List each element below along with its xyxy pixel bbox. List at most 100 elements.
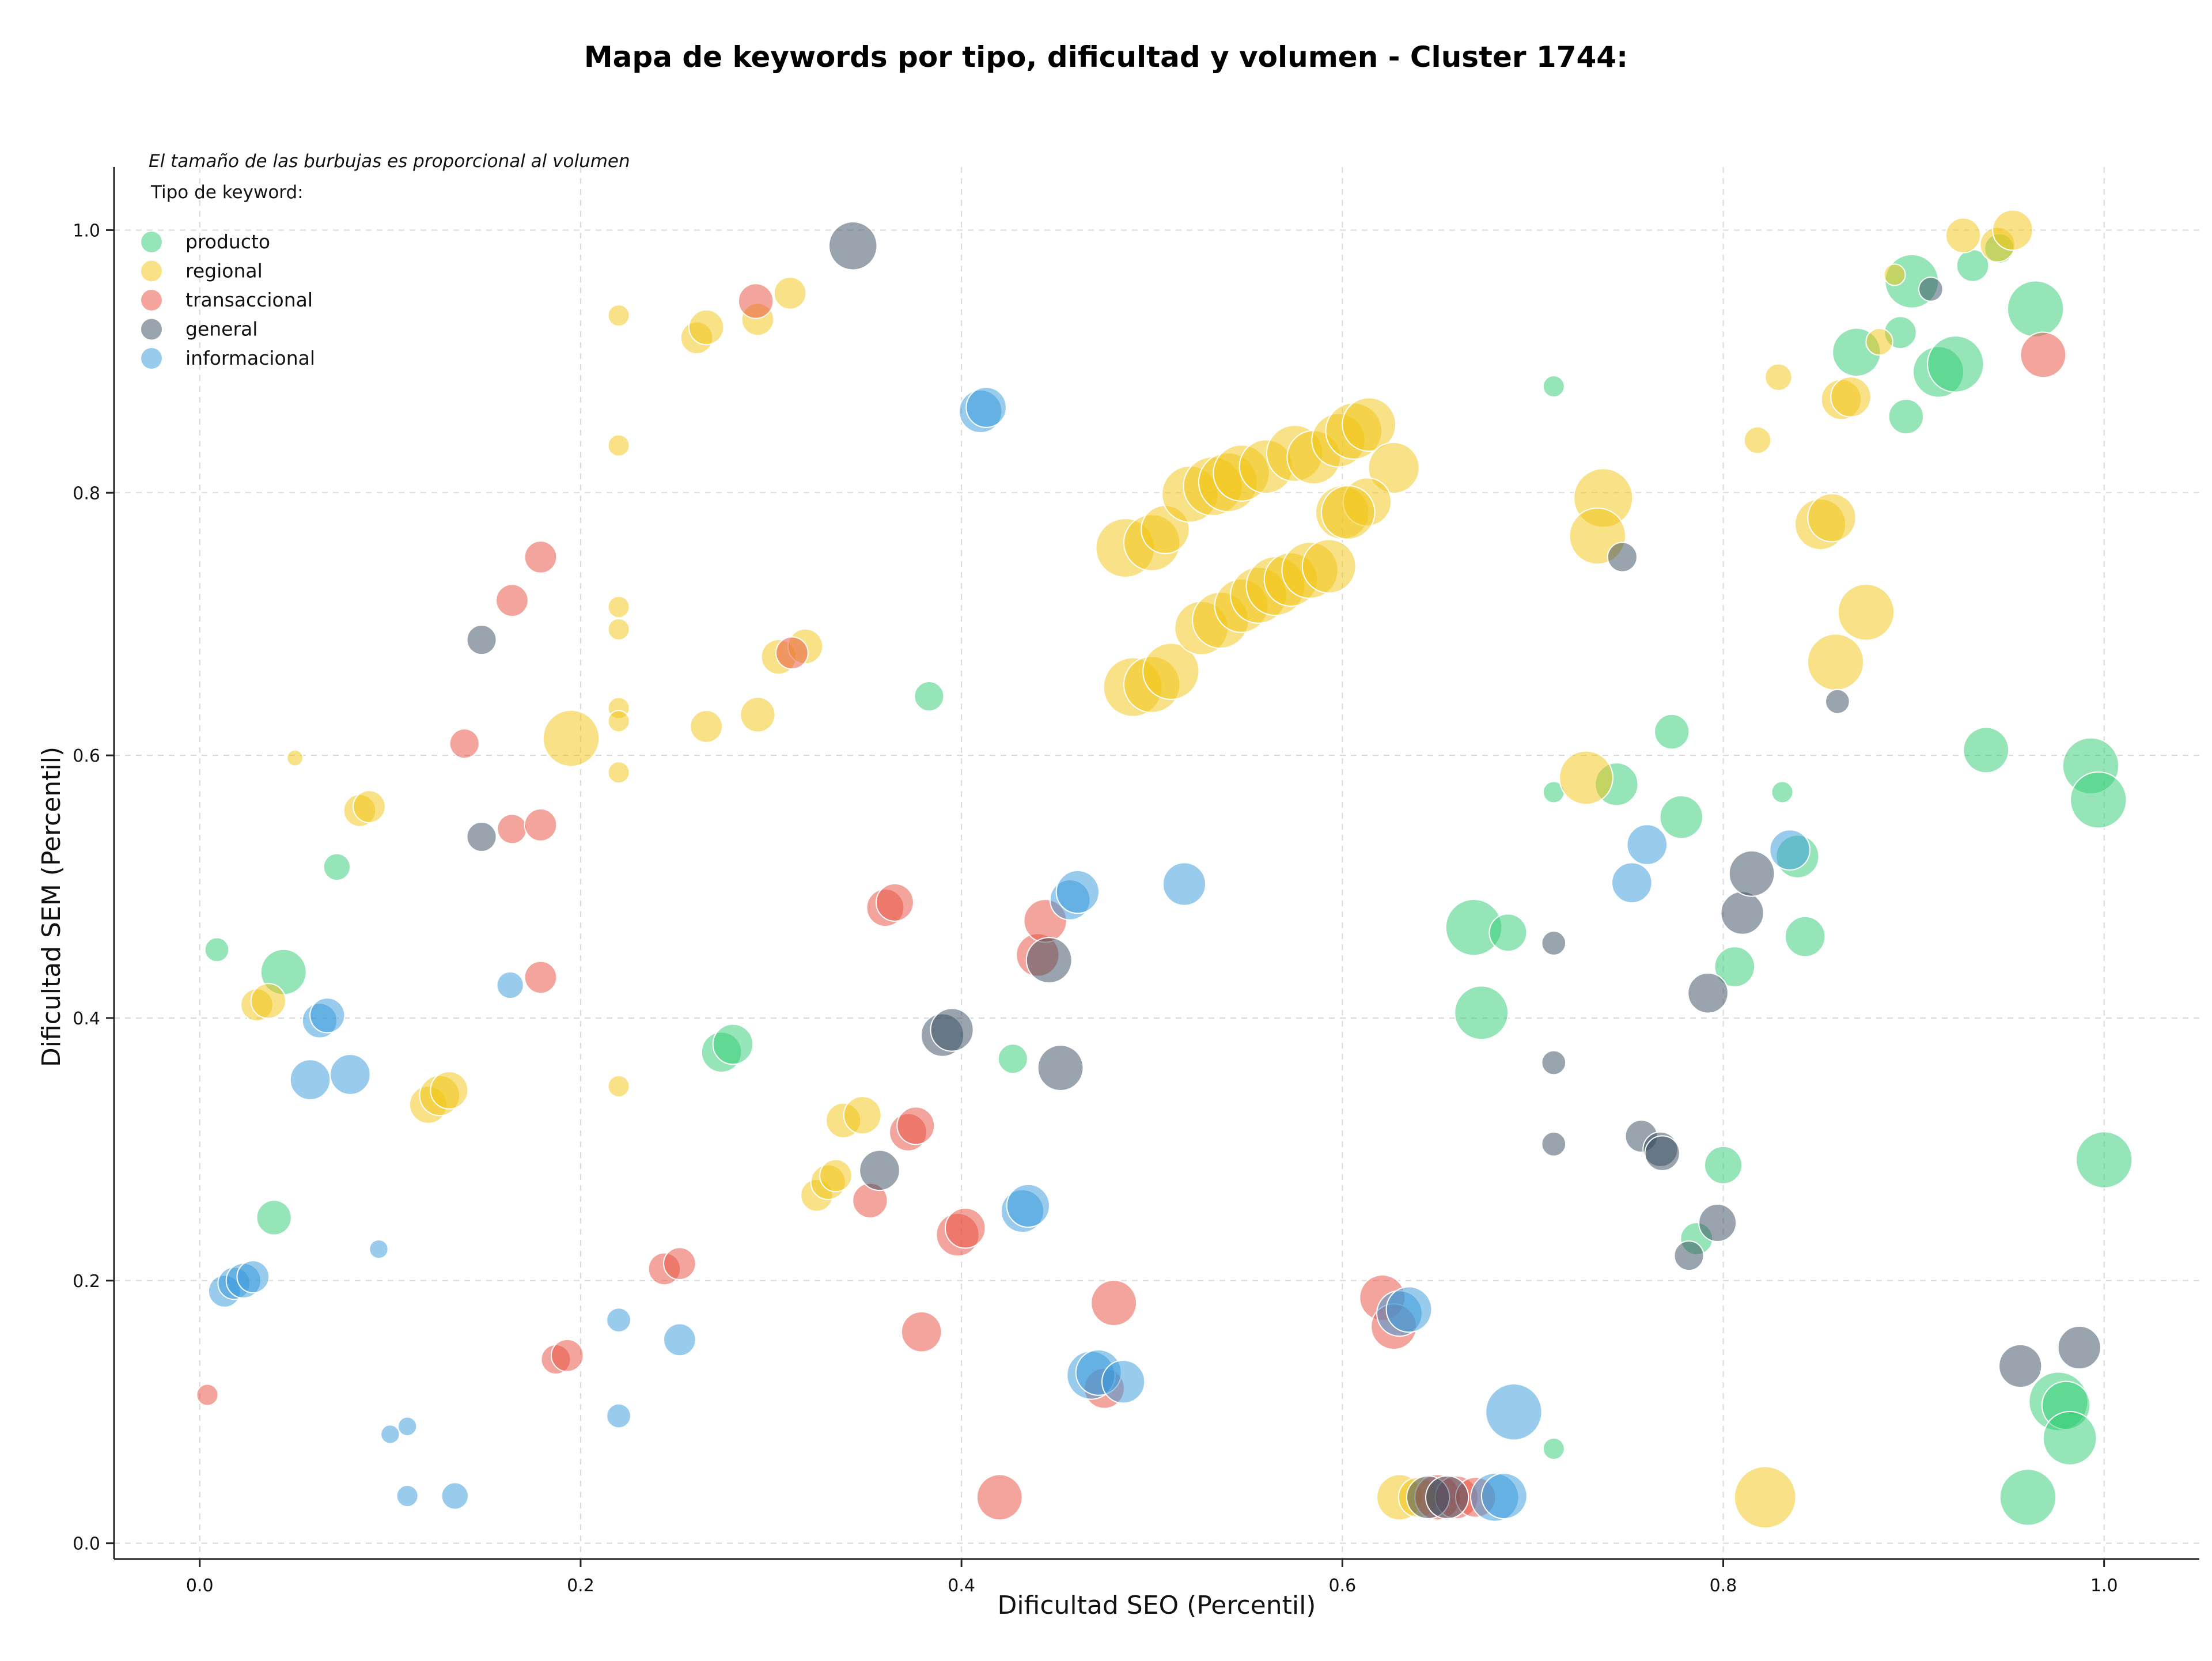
bubble-regional [690, 710, 723, 743]
y-axis-title: Dificultad SEM (Percentil) [37, 747, 66, 1067]
bubble-regional [1320, 485, 1376, 540]
bubble-producto [1771, 781, 1794, 804]
legend-label-producto: producto [185, 230, 270, 253]
legend-label-regional: regional [185, 260, 263, 282]
legend: El tamaño de las burbujas es proporciona… [141, 151, 630, 369]
bubble-transaccional [497, 814, 528, 845]
bubble-regional [1992, 209, 2033, 251]
x-axis-title: Dificultad SEO (Percentil) [998, 1591, 1316, 1620]
bubble-regional [607, 1074, 630, 1098]
legend-items: producto regional transaccional general info… [141, 230, 315, 369]
bubble-transaccional [900, 1311, 942, 1353]
bubble-transaccional [449, 728, 480, 759]
bubble-informacional [1485, 1383, 1543, 1441]
bubble-general [1644, 1135, 1680, 1171]
bubble-producto [1999, 1469, 2057, 1526]
bubble-regional [1865, 327, 1893, 356]
bubble-transaccional [1090, 1280, 1138, 1326]
bubble-informacional [663, 1323, 696, 1357]
bubble-transaccional [944, 1207, 986, 1249]
bubble-general [1824, 688, 1850, 714]
series-regional [240, 209, 2033, 1529]
bubble-regional [607, 595, 630, 619]
bubble-producto [323, 853, 351, 881]
bubble-general [1918, 277, 1944, 302]
bubble-regional [1733, 1466, 1797, 1529]
x-tick-label: 0.4 [948, 1576, 975, 1596]
bubble-regional [1301, 539, 1357, 594]
bubble-regional [1807, 493, 1857, 543]
bubble-general [466, 821, 497, 852]
y-tick-label: 0.6 [73, 746, 100, 766]
bubble-producto [2075, 1131, 2133, 1189]
bubble-general [1673, 1240, 1705, 1272]
bubble-transaccional [196, 1383, 219, 1406]
bubble-regional [1142, 642, 1200, 700]
bubble-general [2057, 1325, 2101, 1370]
bubble-regional [773, 276, 807, 310]
bubble-general [859, 1149, 900, 1191]
bubble-regional [430, 1070, 469, 1110]
bubble-informacional [441, 1482, 469, 1510]
bubble-informacional [1626, 824, 1668, 865]
bubble-regional [1368, 441, 1420, 494]
chart-title: Mapa de keywords por tipo, dificultad y … [584, 40, 1628, 74]
legend-marker-general [141, 319, 162, 340]
bubble-producto [1542, 375, 1565, 398]
bubble-general [1541, 1050, 1567, 1076]
bubble-producto [1488, 913, 1528, 952]
y-tick-label: 0.4 [73, 1009, 100, 1029]
bubble-informacional [1385, 1286, 1433, 1333]
legend-marker-regional [141, 260, 162, 282]
bubble-informacional [1769, 829, 1811, 871]
bubble-regional [1743, 426, 1772, 455]
bubble-general [930, 1008, 974, 1052]
series-general [466, 221, 2101, 1519]
bubble-informacional [380, 1424, 400, 1444]
bubble-transaccional [663, 1247, 696, 1281]
bubble-producto [1714, 946, 1756, 987]
bubble-regional [607, 304, 630, 327]
y-tick-label: 0.0 [73, 1534, 100, 1554]
bubble-regional [1806, 633, 1865, 691]
bubble-informacional [965, 387, 1007, 428]
bubble-informacional [289, 1059, 331, 1100]
legend-marker-informacional [141, 348, 162, 369]
bubble-informacional [236, 1260, 270, 1293]
bubble-transaccional [737, 283, 774, 319]
bubble-general [1698, 1204, 1737, 1242]
bubble-producto [1659, 795, 1703, 839]
bubble-regional [1342, 397, 1397, 452]
bubble-informacional [369, 1239, 389, 1259]
bubble-transaccional [775, 636, 809, 670]
bubble-regional [286, 749, 304, 767]
grid-lines [114, 167, 2199, 1559]
bubble-regional [843, 1096, 882, 1135]
y-tick-label: 1.0 [73, 221, 100, 241]
bubble-transaccional [875, 883, 914, 922]
bubble-general [828, 221, 878, 271]
bubble-regional [740, 697, 776, 733]
bubble-informacional [496, 971, 524, 1000]
bubble-informacional [1480, 1473, 1528, 1520]
bubble-transaccional [550, 1338, 584, 1372]
x-tick-label: 1.0 [2090, 1576, 2118, 1596]
axes: 0.0 0.2 0.4 0.6 0.8 1.0 0.0 0.2 0.4 0.6 0.8 1.0 [73, 167, 2199, 1596]
legend-title: Tipo de keyword: [150, 182, 304, 203]
bubbles [196, 209, 2133, 1529]
bubble-general [1728, 850, 1775, 897]
bubble-producto [2042, 1410, 2097, 1466]
bubble-general [466, 625, 497, 656]
bubble-regional [1559, 750, 1613, 805]
bubble-regional [542, 709, 600, 767]
bubble-regional [1764, 363, 1793, 391]
legend-note: El tamaño de las burbujas es proporciona… [149, 151, 630, 172]
bubble-regional [607, 434, 630, 457]
bubble-informacional [1006, 1183, 1050, 1228]
bubble-regional [250, 983, 286, 1019]
bubble-producto [1963, 727, 2010, 774]
bubble-regional [819, 1159, 853, 1193]
bubble-producto [997, 1043, 1028, 1074]
bubble-transaccional [524, 960, 558, 994]
